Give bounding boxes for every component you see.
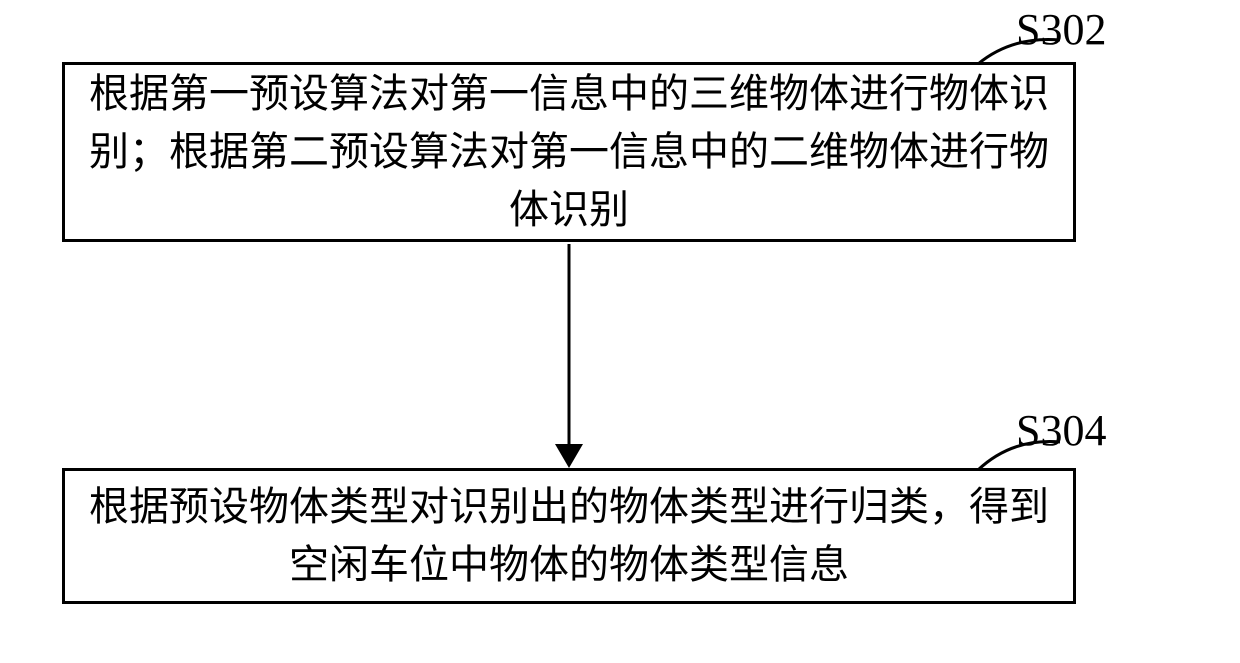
leader-s302 xyxy=(978,40,1060,65)
edge-s302-s304-arrowhead xyxy=(555,444,583,468)
leader-s304 xyxy=(978,442,1060,470)
connectors-layer xyxy=(0,0,1240,663)
